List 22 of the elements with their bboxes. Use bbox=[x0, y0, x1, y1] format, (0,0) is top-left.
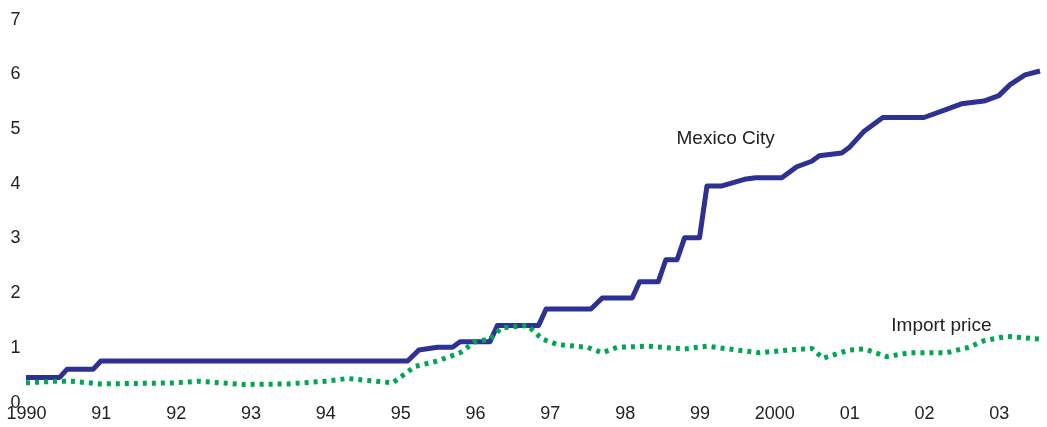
x-tick-label: 98 bbox=[615, 402, 636, 423]
y-tick-label: 3 bbox=[10, 227, 21, 248]
y-tick-label: 2 bbox=[10, 282, 21, 303]
y-tick-label: 6 bbox=[10, 63, 21, 84]
x-tick-label: 99 bbox=[689, 402, 711, 423]
x-tick-label: 92 bbox=[166, 402, 187, 423]
x-tick-label: 03 bbox=[989, 402, 1010, 423]
x-tick-label: 01 bbox=[839, 402, 860, 423]
y-tick-label: 5 bbox=[10, 117, 21, 138]
series-label: Mexico City bbox=[676, 126, 776, 148]
x-tick-label: 96 bbox=[465, 402, 486, 423]
y-tick-label: 7 bbox=[10, 8, 21, 29]
y-tick-label: 4 bbox=[10, 172, 21, 193]
x-tick-label: 2000 bbox=[754, 402, 795, 423]
x-tick-label: 95 bbox=[390, 402, 411, 423]
x-tick-label: 93 bbox=[240, 402, 262, 423]
x-tick-label: 91 bbox=[91, 402, 112, 423]
x-tick-label: 94 bbox=[315, 402, 336, 423]
y-tick-label: 1 bbox=[10, 336, 21, 357]
x-tick-label: 02 bbox=[914, 402, 935, 423]
series-label: Import price bbox=[891, 313, 992, 335]
x-tick-label: 97 bbox=[540, 402, 561, 423]
